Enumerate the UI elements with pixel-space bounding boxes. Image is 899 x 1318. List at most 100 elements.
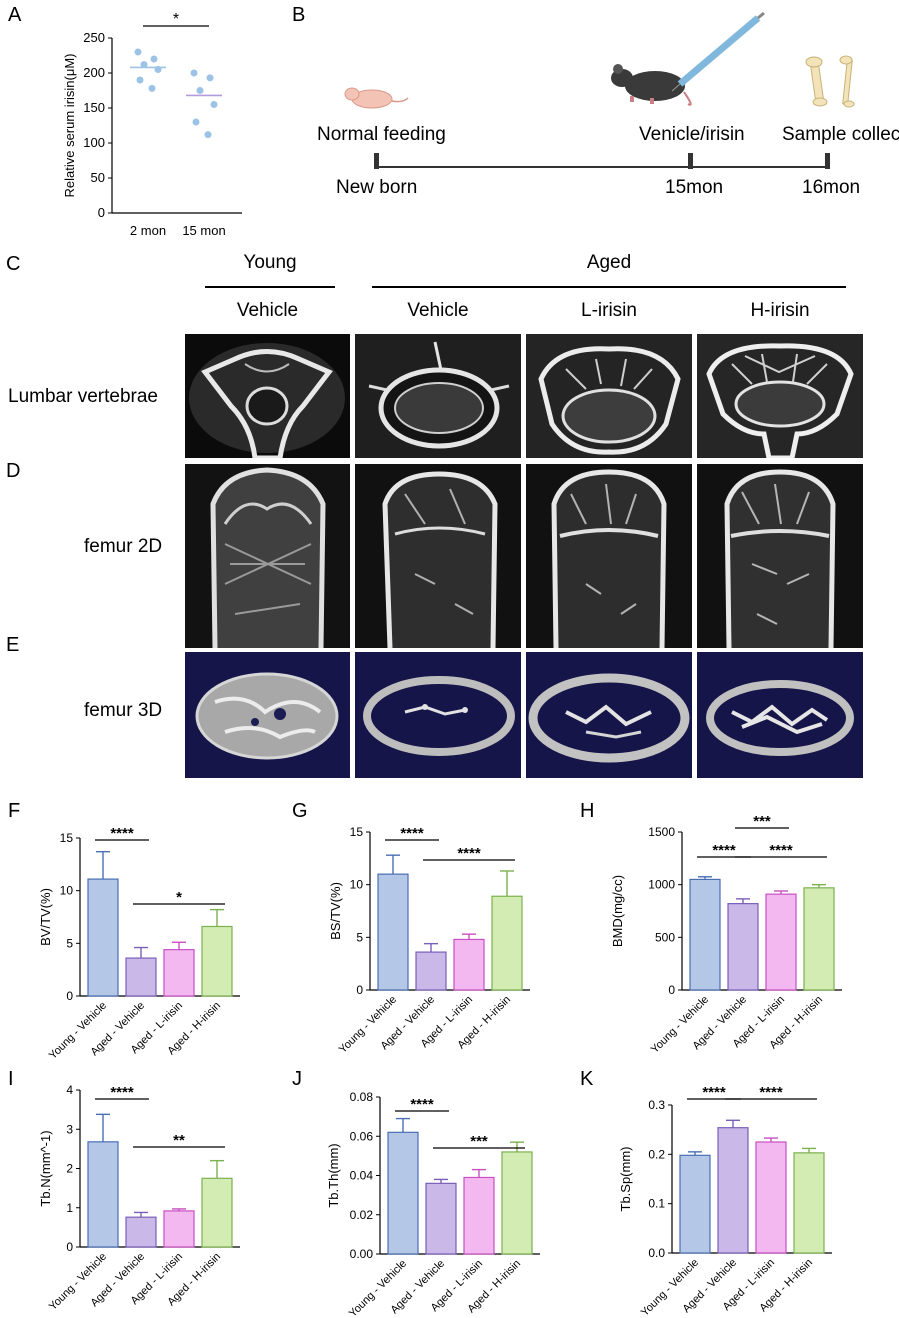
bar bbox=[679, 1154, 711, 1254]
label-normal-feeding: Normal feeding bbox=[317, 124, 446, 145]
significance-label: *** bbox=[753, 813, 771, 830]
y-axis-label: BMD(mg/cc) bbox=[610, 875, 625, 947]
bar bbox=[755, 1141, 787, 1254]
row-label-femur-3d: femur 3D bbox=[84, 700, 163, 721]
y-tick-label: 150 bbox=[83, 100, 105, 115]
y-tick-label: 0.00 bbox=[350, 1247, 374, 1261]
data-point bbox=[210, 101, 218, 108]
newborn-mouse-icon bbox=[344, 87, 409, 109]
y-tick-label: 0.2 bbox=[648, 1147, 665, 1161]
data-point bbox=[190, 69, 198, 77]
ct-femur2d-young-vehicle bbox=[185, 464, 350, 648]
bar bbox=[87, 878, 119, 997]
bar bbox=[163, 1210, 195, 1248]
bar bbox=[689, 878, 721, 991]
y-axis-label: Tb.N(mm^-1) bbox=[38, 1130, 53, 1206]
y-tick-label: 15 bbox=[350, 825, 364, 839]
significance-label: **** bbox=[400, 825, 424, 842]
bar bbox=[201, 1177, 233, 1248]
col-header-young-vehicle: Vehicle bbox=[236, 300, 299, 321]
group-young-label: Young bbox=[243, 252, 297, 273]
y-tick-label: 2 bbox=[66, 1162, 73, 1176]
bar bbox=[377, 873, 409, 991]
significance-label: **** bbox=[712, 842, 736, 859]
bar bbox=[425, 1182, 457, 1255]
y-tick-label: 0.1 bbox=[648, 1197, 665, 1211]
bar bbox=[125, 957, 157, 997]
col-header-h-irisin: H-irisin bbox=[750, 300, 810, 321]
y-tick-label: 0.04 bbox=[350, 1169, 374, 1183]
panel-letter-k: K bbox=[580, 1068, 594, 1090]
y-axis-label: Relative serum irisin(μM) bbox=[62, 53, 77, 197]
col-header-l-irisin: L-irisin bbox=[581, 300, 637, 321]
y-axis-label: Tb.Th(mm) bbox=[326, 1143, 341, 1207]
row-label-femur-2d: femur 2D bbox=[84, 536, 163, 557]
y-tick-label: 0.06 bbox=[350, 1129, 374, 1143]
label-vehicle-irisin: Venicle/irisin bbox=[639, 124, 745, 145]
y-tick-label: 0.0 bbox=[648, 1246, 665, 1260]
bar bbox=[501, 1151, 533, 1255]
panel-letter-j: J bbox=[292, 1068, 302, 1090]
y-tick-label: 0 bbox=[356, 983, 363, 997]
adult-mouse-icon bbox=[611, 64, 692, 106]
significance-label: **** bbox=[110, 1084, 134, 1101]
y-tick-label: 5 bbox=[66, 936, 73, 950]
y-tick-label: 0.3 bbox=[648, 1098, 665, 1112]
row-label-lumbar: Lumbar vertebrae bbox=[8, 386, 158, 407]
label-15mon: 15mon bbox=[665, 177, 724, 198]
significance-label: **** bbox=[457, 845, 481, 862]
data-point bbox=[134, 48, 142, 56]
y-tick-label: 0 bbox=[66, 1240, 73, 1254]
y-tick-label: 3 bbox=[66, 1122, 73, 1136]
timeline: Normal feeding New born Venicle/irisin 1… bbox=[300, 0, 899, 240]
y-tick-label: 15 bbox=[60, 831, 74, 845]
bone-icon bbox=[805, 55, 855, 108]
x-tick-label: 2 mon bbox=[130, 223, 166, 238]
data-point bbox=[192, 118, 200, 126]
data-point bbox=[206, 74, 214, 82]
significance-label: **** bbox=[769, 842, 793, 859]
data-point bbox=[150, 55, 158, 63]
render3d-femur-young-vehicle bbox=[185, 652, 350, 778]
y-tick-label: 5 bbox=[356, 930, 363, 944]
significance-label: **** bbox=[110, 825, 134, 842]
bar bbox=[415, 951, 447, 991]
y-axis-label: Tb.Sp(mm) bbox=[618, 1147, 633, 1212]
bar bbox=[163, 949, 195, 997]
y-tick-label: 0 bbox=[66, 989, 73, 1003]
chart-k: 0.00.10.20.3Tb.Sp(mm)Young - VehicleAged… bbox=[618, 1075, 832, 1315]
bar bbox=[491, 895, 523, 991]
significance-label: **** bbox=[410, 1096, 434, 1113]
bar bbox=[87, 1141, 119, 1248]
bar bbox=[453, 938, 485, 991]
significance-label: ** bbox=[173, 1132, 185, 1149]
bar bbox=[125, 1216, 157, 1248]
y-tick-label: 1000 bbox=[648, 878, 675, 892]
significance-label: *** bbox=[743, 1075, 761, 1076]
bar bbox=[717, 1127, 749, 1254]
significance-label: **** bbox=[759, 1084, 783, 1101]
y-tick-label: 4 bbox=[66, 1083, 73, 1097]
group-aged-rule bbox=[372, 286, 846, 288]
syringe-icon bbox=[671, 11, 765, 92]
data-point bbox=[196, 87, 204, 94]
y-tick-label: 200 bbox=[83, 65, 105, 80]
y-tick-label: 10 bbox=[350, 878, 364, 892]
y-tick-label: 1 bbox=[66, 1201, 73, 1215]
panel-letter-e: E bbox=[6, 634, 20, 656]
data-point bbox=[140, 61, 148, 69]
panel-letter-d: D bbox=[6, 460, 21, 482]
y-tick-label: 0 bbox=[668, 983, 675, 997]
data-point bbox=[148, 84, 156, 92]
data-point bbox=[204, 131, 212, 139]
y-tick-label: 10 bbox=[60, 884, 74, 898]
panel-letter-f: F bbox=[8, 800, 21, 822]
label-sample-collect: Sample collect bbox=[782, 124, 899, 145]
bar bbox=[765, 893, 797, 991]
y-tick-label: 0.08 bbox=[350, 1090, 374, 1104]
render3d-femur-l-irisin bbox=[526, 652, 692, 778]
bar bbox=[463, 1176, 495, 1255]
ct-lumbar-h-irisin bbox=[697, 334, 863, 458]
